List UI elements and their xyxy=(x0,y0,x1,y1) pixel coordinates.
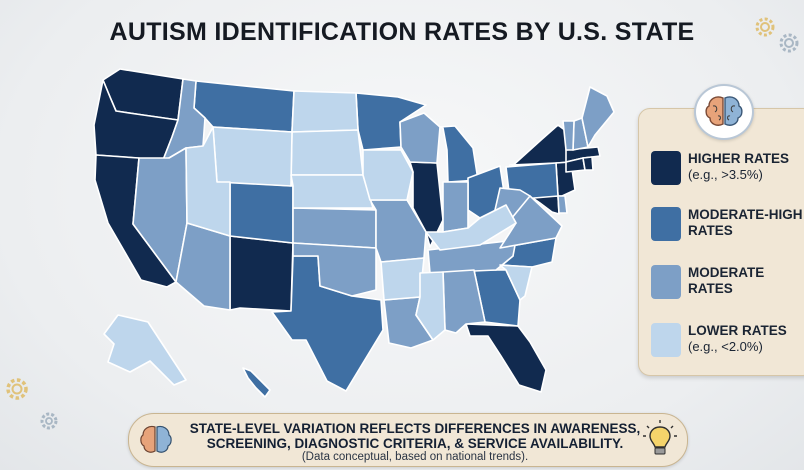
states-layer xyxy=(93,68,615,398)
state-wi xyxy=(399,112,441,164)
gear-icon xyxy=(6,378,28,400)
gear-icon xyxy=(755,17,775,37)
state-ny xyxy=(509,124,571,169)
state-mt xyxy=(193,80,295,133)
state-ky xyxy=(425,204,517,251)
state-ut xyxy=(185,126,231,237)
state-ne xyxy=(290,174,374,209)
legend-label: MODERATE-HIGH RATES xyxy=(688,207,803,238)
legend-item-lower: LOWER RATES (e.g., <2.0%) xyxy=(651,323,787,357)
state-co xyxy=(229,181,294,244)
brain-icon xyxy=(140,425,172,453)
brain-icon xyxy=(705,96,743,126)
state-ok xyxy=(292,242,377,297)
legend-swatch-higher xyxy=(651,151,681,185)
state-nd xyxy=(291,90,359,133)
state-fl xyxy=(465,323,547,393)
footer-main-text: STATE-LEVEL VARIATION REFLECTS DIFFERENC… xyxy=(189,421,641,451)
state-in xyxy=(442,181,469,233)
state-az xyxy=(175,222,231,311)
state-nm xyxy=(229,235,294,312)
state-sd xyxy=(290,129,364,176)
state-ia xyxy=(362,149,414,201)
state-mi xyxy=(439,125,479,183)
legend-item-higher: HIGHER RATES (e.g., >3.5%) xyxy=(651,151,789,185)
gear-icon xyxy=(40,412,58,430)
legend-swatch-moderate xyxy=(651,265,681,299)
map-title: AUTISM IDENTIFICATION RATES BY U.S. STAT… xyxy=(109,18,695,46)
state-wy xyxy=(212,126,293,187)
legend-swatch-moderate-high xyxy=(651,207,681,241)
legend-label: LOWER RATES xyxy=(688,323,787,338)
state-ak xyxy=(103,314,187,386)
footer-sub-text: (Data conceptual, based on national tren… xyxy=(301,451,529,463)
legend-item-moderate: MODERATE RATES xyxy=(651,265,764,299)
gear-icon xyxy=(779,33,799,53)
lightbulb-icon xyxy=(643,420,677,455)
brain-icon-badge xyxy=(694,84,754,140)
legend-item-moderate-high: MODERATE-HIGH RATES xyxy=(651,207,803,241)
legend-panel: HIGHER RATES (e.g., >3.5%) MODERATE-HIGH… xyxy=(638,108,804,376)
state-me xyxy=(581,86,615,148)
state-sc xyxy=(499,264,533,301)
state-ms xyxy=(415,271,446,341)
footer-note: STATE-LEVEL VARIATION REFLECTS DIFFERENC… xyxy=(128,413,688,467)
state-vt xyxy=(562,120,575,151)
state-ar xyxy=(380,257,425,301)
state-ks xyxy=(292,207,377,249)
legend-swatch-lower xyxy=(651,323,681,357)
state-ri xyxy=(582,156,594,171)
state-hi xyxy=(242,367,271,398)
legend-label: HIGHER RATES xyxy=(688,151,790,166)
legend-note: (e.g., >3.5%) xyxy=(688,167,763,182)
legend-note: (e.g., <2.0%) xyxy=(688,339,763,354)
state-de xyxy=(557,195,568,214)
state-il xyxy=(409,161,444,248)
legend-label: MODERATE RATES xyxy=(688,265,765,296)
